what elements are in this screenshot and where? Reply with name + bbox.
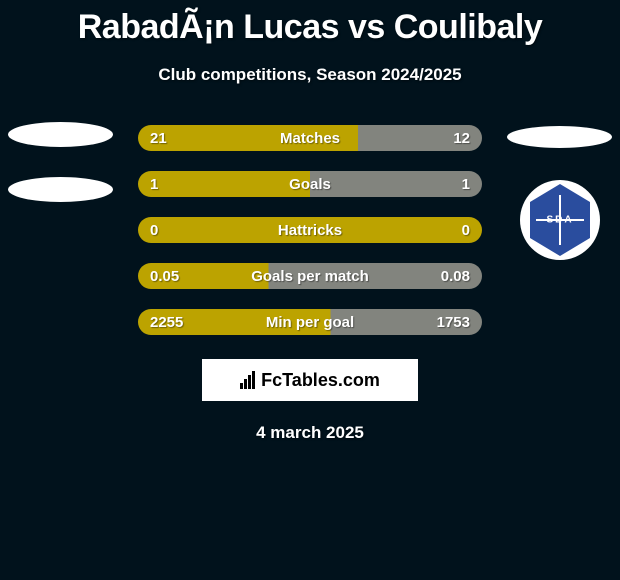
badge-shield: SDA — [530, 184, 590, 256]
stat-left-value: 0.05 — [150, 268, 179, 285]
right-player-badge-placeholder — [507, 126, 612, 148]
season-subtitle: Club competitions, Season 2024/2025 — [0, 65, 620, 85]
club-badge: SDA — [520, 180, 600, 260]
player-badge-placeholder — [8, 122, 113, 147]
stat-label: Matches — [280, 130, 340, 147]
stat-right-value: 1 — [462, 176, 470, 193]
stat-left-value: 2255 — [150, 314, 183, 331]
watermark: FcTables.com — [202, 359, 418, 401]
chart-icon — [240, 371, 255, 389]
stat-right-value: 12 — [453, 130, 470, 147]
comparison-title: RabadÃ¡n Lucas vs Coulibaly — [0, 0, 620, 47]
left-player-badges — [8, 122, 113, 232]
stat-row-hattricks: 0 Hattricks 0 — [138, 217, 482, 243]
stat-left-value: 0 — [150, 222, 158, 239]
watermark-text: FcTables.com — [261, 370, 380, 391]
stat-left-value: 1 — [150, 176, 158, 193]
stat-label: Goals per match — [251, 268, 369, 285]
stat-label: Hattricks — [278, 222, 342, 239]
player-badge-placeholder — [8, 177, 113, 202]
stat-label: Goals — [289, 176, 331, 193]
stat-row-goals-per-match: 0.05 Goals per match 0.08 — [138, 263, 482, 289]
stat-label: Min per goal — [266, 314, 354, 331]
badge-letters: SDA — [546, 215, 573, 226]
date-label: 4 march 2025 — [0, 423, 620, 443]
stat-row-goals: 1 Goals 1 — [138, 171, 482, 197]
stat-row-matches: 21 Matches 12 — [138, 125, 482, 151]
stat-right-value: 0 — [462, 222, 470, 239]
stat-right-value: 0.08 — [441, 268, 470, 285]
stat-row-min-per-goal: 2255 Min per goal 1753 — [138, 309, 482, 335]
stat-right-value: 1753 — [437, 314, 470, 331]
stat-left-value: 21 — [150, 130, 167, 147]
